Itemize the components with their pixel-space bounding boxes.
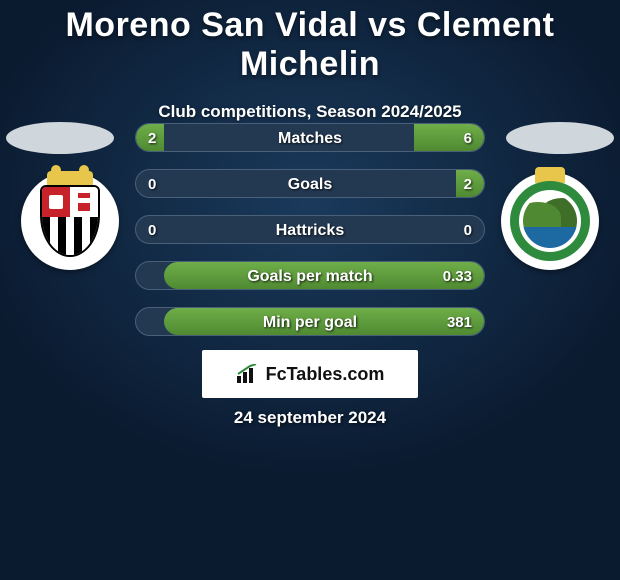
- stat-label: Matches: [136, 124, 484, 152]
- date-line: 24 september 2024: [0, 408, 620, 428]
- stat-label: Min per goal: [136, 308, 484, 336]
- stat-row: 2Matches6: [135, 123, 485, 152]
- stat-label: Goals: [136, 170, 484, 198]
- brand-text: FcTables.com: [266, 364, 385, 385]
- player-ellipse-left: [6, 122, 114, 154]
- stat-value-right: 0.33: [443, 262, 472, 290]
- player-ellipse-right: [506, 122, 614, 154]
- chart-icon: [236, 364, 260, 384]
- stat-value-right: 6: [464, 124, 472, 152]
- club-crest-left: [21, 172, 119, 270]
- stat-rows: 2Matches60Goals20Hattricks0Goals per mat…: [135, 123, 485, 353]
- brand-box: FcTables.com: [202, 350, 418, 398]
- badge-icon: [506, 177, 594, 265]
- page-title: Moreno San Vidal vs Clement Michelin: [0, 0, 620, 84]
- stat-value-right: 2: [464, 170, 472, 198]
- stat-label: Hattricks: [136, 216, 484, 244]
- stat-row: 0Goals2: [135, 169, 485, 198]
- stat-label: Goals per match: [136, 262, 484, 290]
- club-crest-right: [501, 172, 599, 270]
- stat-value-right: 381: [447, 308, 472, 336]
- stat-row: Goals per match0.33: [135, 261, 485, 290]
- stat-row: Min per goal381: [135, 307, 485, 336]
- page-subtitle: Club competitions, Season 2024/2025: [0, 102, 620, 122]
- shield-icon: [40, 185, 100, 257]
- stat-row: 0Hattricks0: [135, 215, 485, 244]
- stat-value-right: 0: [464, 216, 472, 244]
